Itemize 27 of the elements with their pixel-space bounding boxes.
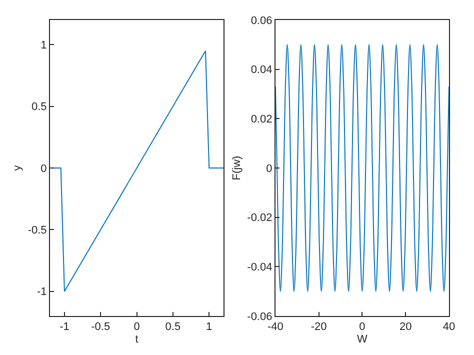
x-tick-label: 0.5 [165, 321, 181, 334]
x-tick-label: -0.5 [91, 321, 110, 334]
x-axis-title: t [135, 333, 138, 346]
y-tick-label: -1 [37, 286, 47, 298]
x-tick-label: -40 [267, 321, 284, 334]
x-tick-label: 1 [206, 321, 212, 334]
x-tick-label: -20 [310, 321, 327, 334]
y-tick-label: 0.02 [250, 114, 272, 126]
y-tick-label: -0.04 [247, 262, 272, 274]
x-tick-label: 40 [442, 321, 456, 334]
y-tick-label: 0.06 [250, 14, 272, 27]
x-tick-label: 0 [359, 321, 366, 334]
y-axis-title: y [11, 164, 24, 171]
x-axis-title: W [357, 333, 368, 346]
y-tick-label: -0.02 [247, 212, 272, 224]
y-tick-label: 0.5 [32, 101, 47, 114]
x-tick-label: 0 [134, 321, 140, 334]
y-axis-title: F(jw) [230, 156, 243, 180]
x-tick-label: 20 [399, 321, 412, 334]
y-tick-label: 0 [266, 162, 272, 175]
line-series [275, 44, 449, 292]
y-tick-label: 0 [40, 162, 47, 175]
x-tick-label: -1 [60, 321, 70, 334]
y-tick-label: 0.04 [250, 64, 272, 76]
y-tick-label: -0.06 [247, 310, 272, 323]
y-tick-label: 1 [40, 40, 47, 52]
y-tick-label: -0.5 [28, 224, 47, 237]
